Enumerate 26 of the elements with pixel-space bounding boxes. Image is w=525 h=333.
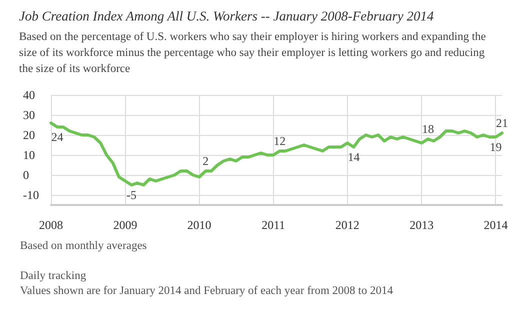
y-tick-label: 20: [23, 128, 35, 142]
data-label: 12: [274, 134, 286, 148]
x-tick-label: 2014: [484, 218, 508, 232]
text: Daily tracking: [20, 270, 86, 282]
data-label: 2: [202, 154, 209, 168]
x-tick-label: 2012: [335, 218, 360, 232]
data-label: -5: [126, 188, 137, 202]
data-label: 14: [348, 150, 360, 164]
text: Based on monthly averages: [20, 240, 148, 252]
x-tick-label: 2011: [262, 218, 286, 232]
chart-title: Job Creation Index Among All U.S. Workers -- January 2008-February 2014: [19, 8, 434, 24]
data-label: 21: [496, 116, 508, 130]
x-tick-label: 2013: [410, 218, 434, 232]
y-tick-label: 30: [23, 108, 35, 122]
y-tick-label: 40: [23, 88, 35, 102]
x-tick-label: 2010: [187, 218, 212, 232]
data-label: 18: [422, 122, 434, 136]
data-label: 19: [490, 140, 502, 154]
x-tick-label: 2009: [113, 218, 138, 232]
y-tick-label: -10: [23, 188, 39, 202]
y-tick-label: 0: [23, 168, 29, 182]
text: Values shown are for January 2014 and February of each year from 2008 to 2014: [20, 285, 394, 297]
y-tick-label: 10: [23, 148, 35, 162]
data-label: 24: [51, 130, 64, 144]
x-tick-label: 2008: [39, 218, 63, 232]
chart-subtitle: Based on the percentage of U.S. workers who say their employer is hiring workers and expanding the size of its workforce minus the percentage who say their employer is letting workers go and reducing the size of its workforce: [19, 31, 489, 75]
